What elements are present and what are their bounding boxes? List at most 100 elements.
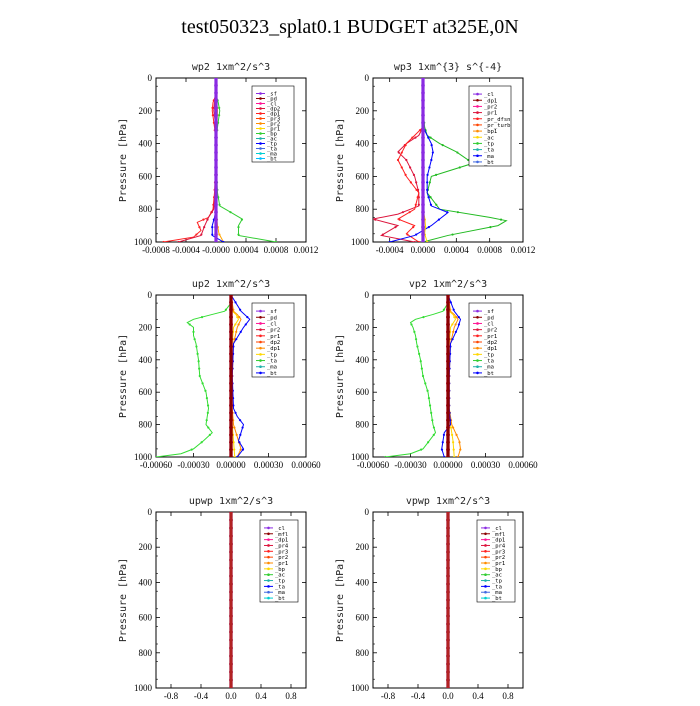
series-marker-pd	[446, 352, 450, 356]
legend-marker	[476, 154, 479, 158]
series-marker-bp1	[429, 136, 432, 139]
plot-area: upwp 1xm^2/s^3 Pressure [hPa] 0 200 400 600 80…	[118, 496, 307, 701]
x-tick-label: 0.0012	[511, 245, 536, 255]
series-marker-pr1	[452, 448, 455, 451]
legend-marker	[259, 122, 262, 125]
legend-label: _pr1	[484, 334, 497, 340]
series-marker-sf	[214, 210, 218, 214]
series-marker-dp2	[422, 315, 425, 319]
series-marker-tp	[241, 448, 245, 451]
series-marker-dp2	[426, 389, 429, 392]
series-marker-mfl	[446, 534, 450, 538]
legend-label: _sf	[267, 309, 277, 315]
series-marker-mfl	[446, 614, 450, 618]
chart-panel-vpwp: vpwp 1xm^2/s^3 Pressure [hPa] 0 200 400 600 80…	[335, 496, 524, 701]
y-tick-label: 600	[139, 171, 153, 181]
series-marker-tp	[441, 441, 444, 444]
legend-marker	[267, 544, 270, 547]
panel-title: wp2 1xm^2/s^3	[192, 62, 270, 73]
series-marker-tp	[443, 455, 446, 457]
series-marker-pr2	[233, 426, 236, 429]
series-marker-pd	[229, 418, 233, 422]
series-marker-pd	[229, 344, 233, 349]
legend-label: _dp1	[275, 538, 288, 544]
legend-label: _ac	[484, 135, 494, 141]
series-marker-dp2	[414, 338, 418, 341]
series-marker-pr3	[218, 233, 221, 236]
series-marker-dp2	[205, 419, 208, 422]
series-marker-pr2	[400, 166, 403, 169]
series-marker-pd	[229, 337, 233, 341]
series-marker-dp2	[428, 404, 432, 407]
series-marker-pr1	[453, 315, 456, 319]
legend-marker	[259, 137, 262, 140]
series-marker-cl	[421, 180, 425, 185]
series-marker-pr2	[458, 441, 461, 444]
y-tick-label: 800	[356, 420, 370, 430]
series-marker-pd	[229, 359, 233, 364]
series-marker-mfl	[446, 638, 450, 642]
series-marker-dp2	[413, 330, 416, 333]
legend-marker	[259, 102, 262, 105]
x-tick-label: 0.0004	[444, 245, 469, 255]
series-marker-pd	[446, 330, 450, 334]
y-tick-label: 400	[139, 577, 153, 587]
series-marker-bp1	[429, 196, 432, 199]
series-marker-mfl	[229, 662, 233, 666]
series-marker-dp2	[198, 225, 201, 229]
legend-marker	[267, 596, 270, 600]
y-tick-label: 1000	[351, 237, 370, 247]
x-tick-label: 0.0004	[234, 245, 259, 255]
series-marker-sf	[214, 180, 218, 185]
y-axis-label: Pressure [hPa]	[118, 558, 129, 642]
plot-area: up2 1xm^2/s^3 Pressure [hPa] 0 200 400 600 800…	[118, 279, 321, 470]
legend-label: _pr2	[484, 104, 497, 110]
y-tick-label: 200	[139, 542, 153, 552]
series-marker-dp2	[206, 404, 210, 407]
series-marker-dp2	[418, 352, 421, 356]
legend-label: _pd	[267, 315, 277, 321]
series-marker-mfl	[446, 526, 450, 530]
legend-label: _pr2	[484, 328, 497, 334]
legend-label: _cl	[267, 321, 277, 327]
y-axis-label: Pressure [hPa]	[335, 118, 346, 202]
series-marker-tp	[449, 345, 452, 348]
series-marker-pd	[446, 455, 450, 457]
legend-marker	[484, 526, 487, 530]
legend-marker	[476, 365, 479, 369]
legend-marker	[259, 132, 262, 135]
series-marker-dp1	[203, 225, 206, 229]
series-marker-dp1	[381, 233, 384, 236]
series-marker-bp	[229, 211, 232, 214]
legend-marker	[259, 92, 262, 95]
series-marker-pd	[446, 366, 450, 371]
series-marker-bp	[218, 106, 221, 109]
y-tick-label: 800	[139, 420, 153, 430]
series-marker-pr1	[450, 433, 454, 437]
y-tick-label: 800	[356, 648, 370, 658]
legend-label: _ta	[492, 584, 502, 590]
legend-marker	[259, 353, 262, 356]
series-marker-dp2	[197, 360, 200, 363]
series-marker-pr2	[452, 330, 455, 333]
series-marker-dp2	[202, 218, 205, 221]
legend-marker	[259, 334, 262, 338]
legend-marker	[267, 590, 270, 594]
series-marker-tp	[388, 240, 391, 242]
series-marker-pr2	[455, 433, 458, 437]
series-marker-dp2	[432, 426, 436, 429]
y-tick-label: 800	[139, 648, 153, 658]
series-marker-pd	[446, 425, 450, 430]
series-marker-dp2	[424, 382, 427, 385]
series-marker-pr2	[398, 218, 401, 221]
series-marker-pd	[229, 411, 233, 415]
series-group	[446, 512, 450, 688]
y-tick-label: 0	[148, 290, 153, 300]
series-marker-pr2	[411, 136, 414, 139]
y-tick-label: 200	[139, 322, 153, 332]
y-tick-label: 0	[148, 73, 153, 83]
legend-label: _dp2	[267, 340, 280, 346]
series-marker-mfl	[446, 518, 450, 522]
series-marker-pd	[229, 374, 233, 378]
series-marker-tp	[238, 441, 241, 444]
